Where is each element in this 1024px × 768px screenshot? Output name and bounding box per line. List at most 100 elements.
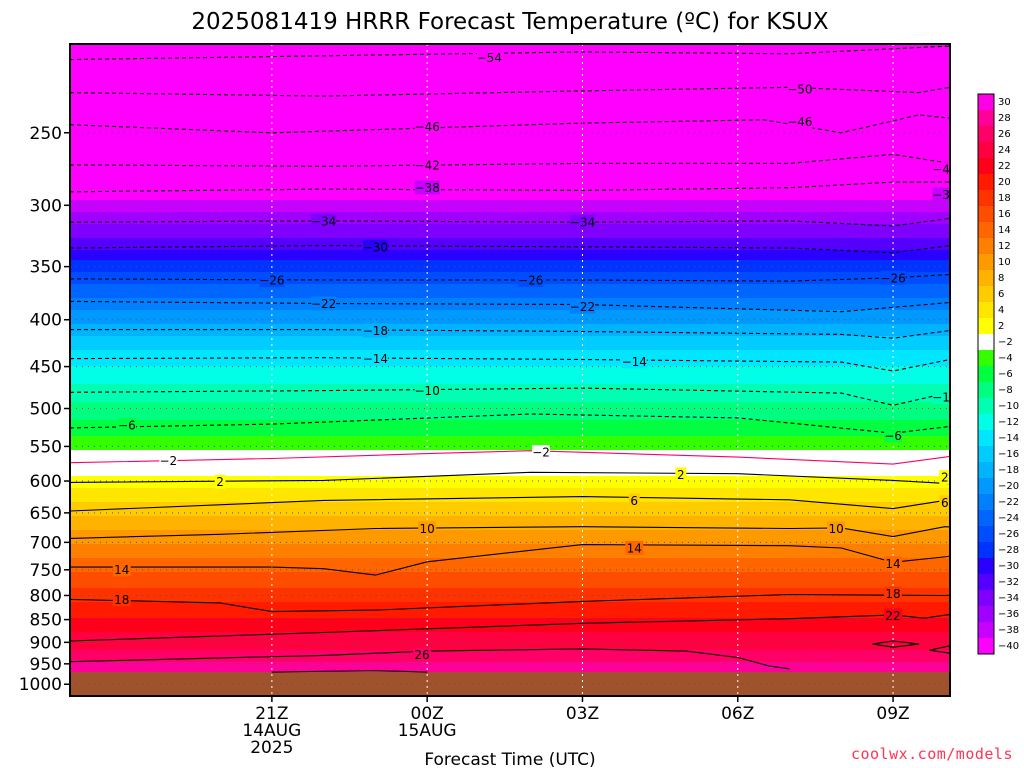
- temperature-band: [70, 666, 950, 669]
- colorbar-swatch: [978, 382, 994, 398]
- temperature-band: [70, 232, 950, 235]
- contour-label: −2: [160, 454, 178, 468]
- colorbar-label: −6: [998, 369, 1013, 380]
- contour-label: 14: [627, 541, 642, 555]
- temperature-band: [70, 422, 950, 425]
- contour-label-bg: [884, 556, 903, 571]
- temperature-band: [70, 486, 950, 489]
- temperature-band: [70, 622, 950, 625]
- temperature-band: [70, 532, 950, 535]
- colorbar-label: −4: [998, 353, 1013, 364]
- temperature-band: [70, 284, 950, 287]
- temperature-band: [70, 150, 950, 153]
- contour-label: −18: [363, 324, 388, 338]
- temperature-band: [70, 162, 950, 165]
- colorbar-frame: [977, 93, 995, 655]
- temperature-band: [70, 572, 950, 575]
- temperature-band: [70, 542, 950, 545]
- temperature-band: [70, 118, 950, 121]
- chart-title: 2025081419 HRRR Forecast Temperature (ºC…: [191, 9, 828, 35]
- contour-label-bg: [414, 119, 440, 134]
- contour-label-bg: [362, 239, 388, 254]
- temperature-band: [70, 476, 950, 479]
- colorbar-label: −2: [998, 337, 1013, 348]
- temperature-band: [70, 544, 950, 547]
- isotherm-line: [872, 640, 919, 648]
- colorbar-label: −36: [998, 609, 1019, 620]
- temperature-band: [70, 138, 950, 141]
- temperature-band: [70, 418, 950, 421]
- contour-label-bg: [932, 390, 950, 405]
- temperature-band: [70, 198, 950, 201]
- colorbar-swatch: [978, 590, 994, 606]
- contour-label-bg: [569, 215, 595, 230]
- temperature-band: [70, 160, 950, 163]
- temperature-band: [70, 352, 950, 355]
- temperature-band: [70, 158, 950, 161]
- temperature-band: [70, 134, 950, 137]
- colorbar-label: 10: [998, 257, 1011, 268]
- contour-label-bg: [628, 493, 640, 508]
- temperature-band: [70, 480, 950, 483]
- contour-label-bg: [418, 521, 437, 536]
- pressure-tick-label: 550: [30, 437, 62, 457]
- isotherm-line: [70, 181, 950, 193]
- isotherm-line: [70, 153, 950, 167]
- colorbar-label: 4: [998, 305, 1004, 316]
- temperature-band: [70, 300, 950, 303]
- temperature-band: [70, 584, 950, 587]
- contour-label: 2: [677, 468, 685, 482]
- temperature-band: [70, 224, 950, 227]
- temperature-band: [70, 314, 950, 317]
- pressure-tick-label: 600: [30, 472, 62, 492]
- colorbar-swatch: [978, 126, 994, 142]
- contour-label: 2: [216, 475, 224, 489]
- temperature-band: [70, 462, 950, 465]
- temperature-band: [70, 178, 950, 181]
- temperature-band: [70, 182, 950, 185]
- temperature-band: [70, 96, 950, 99]
- temperature-band: [70, 306, 950, 309]
- colorbar-label: −24: [998, 513, 1019, 524]
- temperature-band: [70, 110, 950, 113]
- contour-label-bg: [827, 521, 846, 536]
- temperature-band: [70, 458, 950, 461]
- temperature-band: [70, 180, 950, 183]
- colorbar-swatch: [978, 206, 994, 222]
- temperature-band: [70, 604, 950, 607]
- temperature-band: [70, 54, 950, 57]
- contour-label: 26: [414, 648, 429, 662]
- pressure-tick-label: 400: [30, 311, 62, 331]
- temperature-band: [70, 214, 950, 217]
- pressure-tick-label: 700: [30, 533, 62, 553]
- temperature-band: [70, 130, 950, 133]
- temperature-band: [70, 206, 950, 209]
- credit-link[interactable]: coolwx.com/models: [851, 745, 1013, 763]
- temperature-band: [70, 446, 950, 449]
- temperature-band: [70, 558, 950, 561]
- temperature-band: [70, 630, 950, 633]
- colorbar-label: −30: [998, 561, 1019, 572]
- temperature-band: [70, 172, 950, 175]
- temperature-band: [70, 254, 950, 257]
- time-tick-label: 14AUG: [242, 721, 301, 741]
- contour-label: −26: [518, 274, 543, 288]
- pressure-tick-label: 450: [30, 358, 62, 378]
- colorbar-label: −32: [998, 577, 1019, 588]
- colorbar-swatch: [978, 238, 994, 254]
- temperature-band: [70, 440, 950, 443]
- colorbar-swatch: [978, 94, 994, 110]
- temperature-band: [70, 516, 950, 519]
- contour-label: −46: [415, 120, 440, 134]
- temperature-band: [70, 128, 950, 131]
- temperature-band: [70, 518, 950, 521]
- colorbar-swatch: [978, 270, 994, 286]
- isotherm-line: [70, 357, 950, 372]
- temperature-band: [70, 360, 950, 363]
- temperature-band: [70, 382, 950, 385]
- contour-label-bg: [414, 180, 440, 195]
- temperature-band: [70, 280, 950, 283]
- contour-label-bg: [787, 82, 813, 97]
- temperature-band: [70, 330, 950, 333]
- temperature-band: [70, 474, 950, 477]
